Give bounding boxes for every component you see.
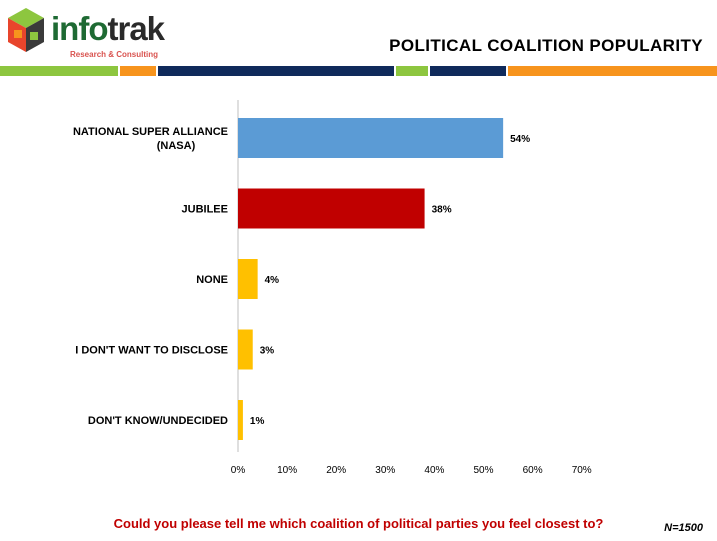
value-label-1: 38%	[432, 205, 452, 216]
category-label-0: NATIONAL SUPER ALLIANCE (NASA)	[73, 126, 228, 152]
logo-cube-icon	[8, 8, 44, 52]
category-label-1: JUBILEE	[182, 204, 228, 216]
coalition-bar-chart: NATIONAL SUPER ALLIANCE (NASA) 54% JUBILEE 3…	[73, 100, 592, 476]
header-color-stripe	[0, 66, 717, 76]
x-tick-label-7: 70%	[572, 465, 592, 476]
x-tick-label-2: 20%	[326, 465, 346, 476]
category-label-3: I DON'T WANT TO DISCLOSE	[75, 345, 228, 357]
x-tick-label-4: 40%	[424, 465, 444, 476]
bar-1	[238, 188, 425, 229]
logo-tagline: Research & Consulting	[70, 50, 159, 59]
x-tick-label-3: 30%	[375, 465, 395, 476]
infotrak-logo: infotrak Research & Consulting	[4, 4, 165, 62]
value-label-3: 3%	[260, 346, 275, 357]
category-label-4: DON'T KNOW/UNDECIDED	[88, 415, 228, 427]
x-tick-label-1: 10%	[277, 465, 297, 476]
bar-3	[238, 329, 253, 370]
bar-4	[238, 400, 243, 440]
logo-wordmark: infotrak	[51, 10, 165, 47]
bar-0	[238, 118, 504, 158]
x-tick-label-6: 60%	[523, 465, 543, 476]
value-label-2: 4%	[265, 275, 280, 286]
sample-size-label: N=1500	[664, 522, 703, 534]
survey-question: Could you please tell me which coalition…	[113, 516, 604, 531]
bar-2	[238, 259, 258, 299]
value-label-4: 1%	[250, 416, 265, 427]
value-label-0: 54%	[510, 134, 530, 145]
page-title: POLITICAL COALITION POPULARITY	[389, 36, 703, 55]
x-tick-label-0: 0%	[231, 465, 246, 476]
category-label-2: NONE	[196, 274, 228, 286]
x-tick-label-5: 50%	[473, 465, 493, 476]
